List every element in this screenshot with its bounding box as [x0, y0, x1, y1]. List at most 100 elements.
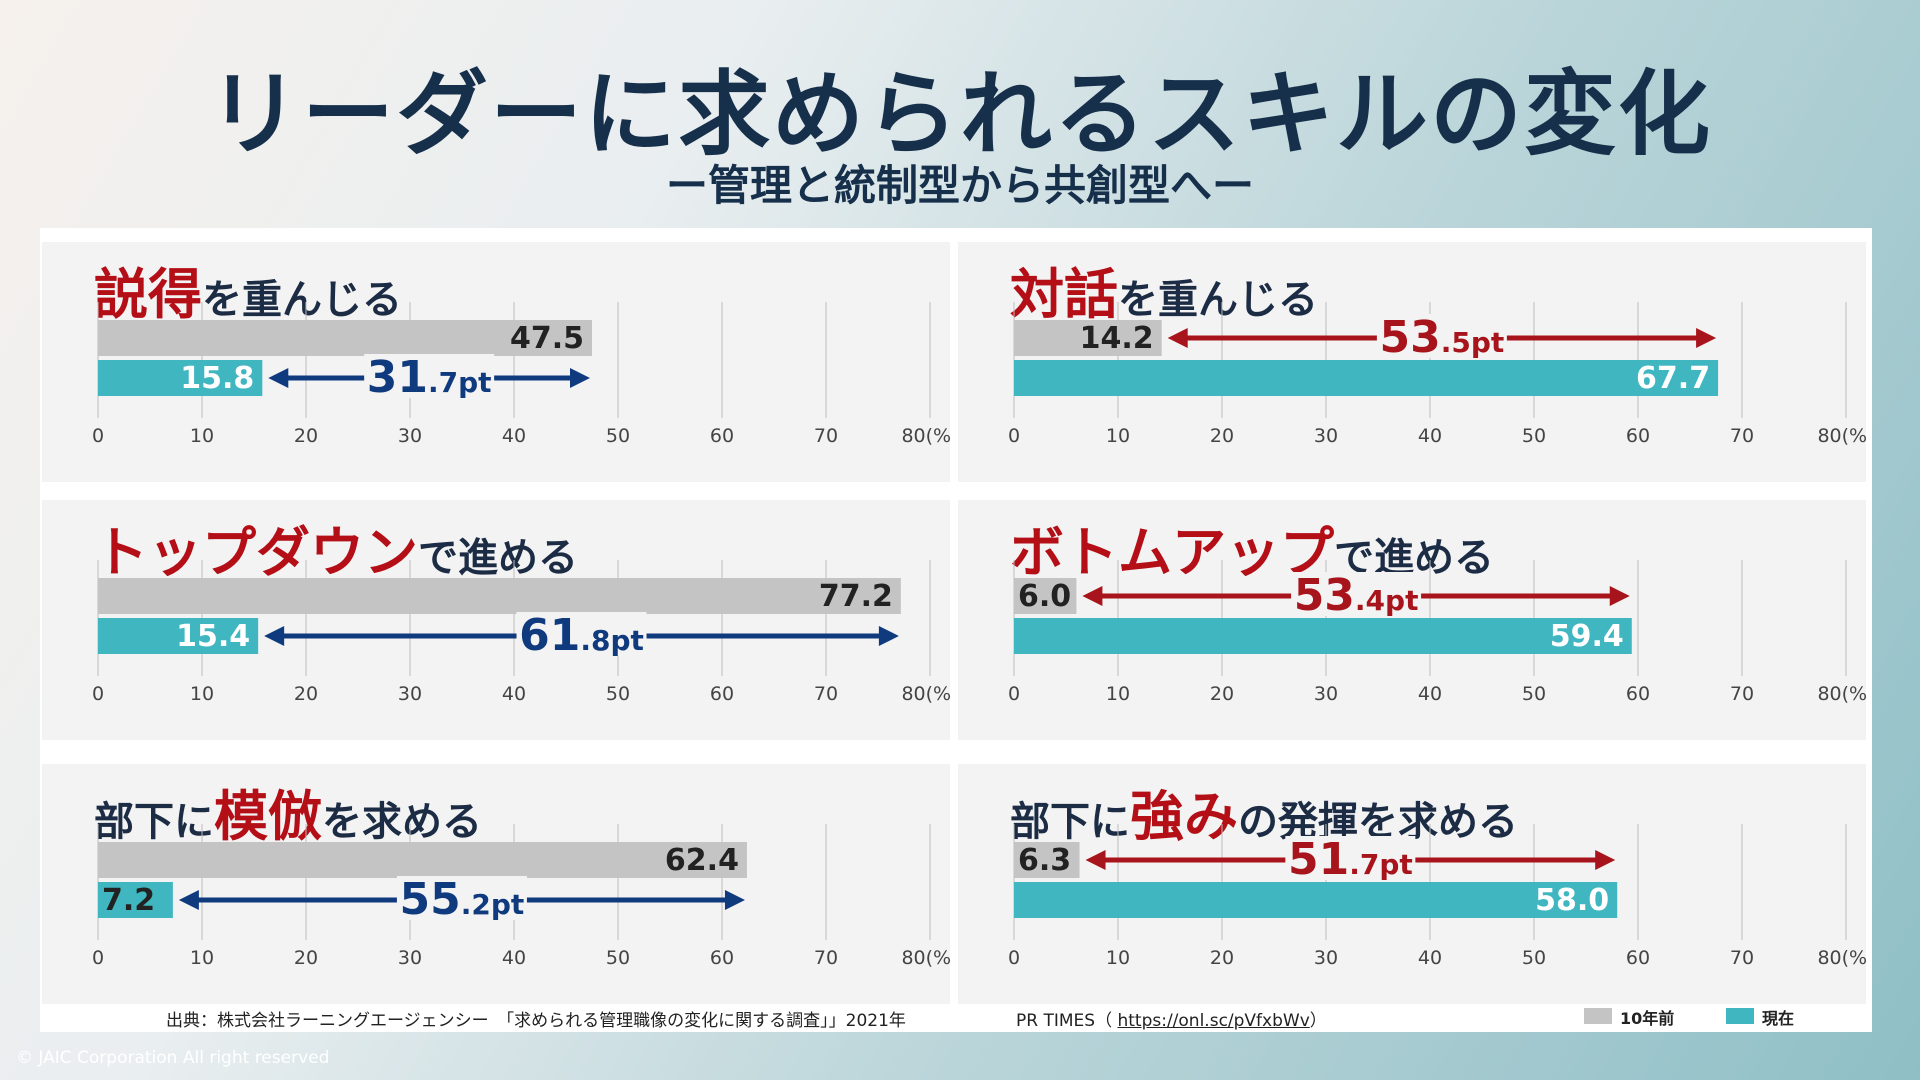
chart-heading: 対話を重んじる: [1010, 250, 1318, 329]
difference-label: 31.7pt: [367, 352, 492, 403]
tick-label: 10: [190, 683, 214, 705]
bar-current: [98, 618, 259, 654]
tick-label: 50: [606, 683, 630, 705]
difference-label: 55.2pt: [400, 874, 525, 925]
tick-label: 70: [1730, 947, 1754, 969]
pr-times-link[interactable]: https://onl.sc/pVfxbWv: [1117, 1011, 1310, 1031]
bar-chart-svg: 47.5 15.8 31.7pt 0 10 20 30 40 50 60 70 80(%): [92, 302, 950, 447]
difference-arrow-head-left: [1167, 328, 1188, 348]
difference-label-integer: 51: [1288, 834, 1349, 885]
data-label: 59.4: [1550, 619, 1624, 654]
tick-label: 20: [1210, 683, 1234, 705]
tick-label: 40: [1418, 425, 1442, 447]
tick-label: 30: [398, 947, 422, 969]
bar-prior: [1014, 320, 1162, 356]
tick-label: 80(%): [901, 947, 950, 969]
chart-bottom-up: ボトムアップで進める 6.0 59.4 53.4pt 0 10 20 30 40 50 60 70 8…: [958, 500, 1866, 740]
tick-label: 20: [294, 947, 318, 969]
difference-arrow-head-right: [570, 368, 590, 388]
tick-label: 40: [1418, 947, 1442, 969]
legend-swatch-prior: [1584, 1008, 1612, 1024]
tick-label: 60: [1626, 683, 1650, 705]
chart-persuasion: 説得を重んじる 47.5 15.8 31.7pt 0 10 20 30 40 50 60 70 80(…: [42, 242, 950, 482]
heading-highlight: ボトムアップ: [1010, 521, 1334, 584]
tick-label: 80(%): [901, 683, 950, 705]
tick-label: 70: [1730, 683, 1754, 705]
tick-label: 20: [294, 683, 318, 705]
pr-times-reference: PR TIMES（ https://onl.sc/pVfxbWv）: [1016, 1006, 1327, 1031]
tick-label: 10: [1106, 683, 1130, 705]
difference-label-integer: 55: [400, 874, 461, 925]
chart-heading: 部下に模倣を求める: [94, 772, 482, 851]
tick-label: 60: [710, 947, 734, 969]
tick-label: 60: [1626, 947, 1650, 969]
tick-label: 40: [502, 683, 526, 705]
tick-label: 50: [606, 425, 630, 447]
bar-current: [98, 360, 263, 396]
pr-prefix: PR TIMES（: [1016, 1011, 1118, 1031]
tick-label: 70: [814, 425, 838, 447]
tick-label: 40: [1418, 683, 1442, 705]
difference-arrow-head-right: [1609, 586, 1630, 606]
difference-label-integer: 53: [1379, 312, 1440, 363]
chart-dialogue: 対話を重んじる 14.2 67.7 53.5pt 0 10 20 30 40 50 60 70 80(…: [958, 242, 1866, 482]
bar-current: [98, 882, 173, 918]
tick-label: 10: [190, 947, 214, 969]
difference-arrow-head-left: [1085, 850, 1106, 870]
tick-label: 50: [606, 947, 630, 969]
tick-label: 30: [1314, 947, 1338, 969]
tick-label: 0: [92, 683, 104, 705]
difference-label-decimal: .7pt: [1349, 848, 1413, 881]
tick-label: 70: [1730, 425, 1754, 447]
difference-label-decimal: .8pt: [580, 624, 644, 657]
difference-label-bg: [1376, 314, 1507, 358]
bar-chart-svg: 6.0 59.4 53.4pt 0 10 20 30 40 50 60 70 80(%): [1008, 560, 1866, 705]
bar-prior: [98, 842, 747, 878]
heading-post: を重んじる: [202, 277, 402, 323]
bar-current: [1014, 360, 1719, 396]
tick-label: 60: [710, 425, 734, 447]
footer: 出典：株式会社ラーニングエージェンシー 「求められる管理職像の変化に関する調査」…: [40, 1000, 1872, 1032]
tick-label: 30: [398, 683, 422, 705]
tick-label: 50: [1522, 425, 1546, 447]
tick-label: 0: [92, 425, 104, 447]
tick-label: 0: [1008, 947, 1020, 969]
legend-swatch-current: [1726, 1008, 1754, 1024]
difference-label-bg: [396, 876, 527, 920]
bar-chart-svg: 6.3 58.0 51.7pt 0 10 20 30 40 50 60 70 80(%): [1008, 824, 1866, 969]
bar-prior: [98, 578, 901, 614]
data-label: 62.4: [665, 843, 739, 878]
difference-label: 61.8pt: [519, 610, 644, 661]
difference-arrow-head-left: [1082, 586, 1103, 606]
data-label: 7.2: [102, 883, 155, 918]
difference-label-integer: 53: [1294, 570, 1355, 621]
difference-label-decimal: .5pt: [1441, 326, 1505, 359]
data-label: 67.7: [1636, 361, 1710, 396]
slide-title: リーダーに求められるスキルの変化: [207, 61, 1712, 168]
difference-label-decimal: .2pt: [461, 888, 525, 921]
heading-pre: 部下に: [94, 799, 214, 845]
heading-highlight: 強み: [1130, 785, 1238, 848]
data-label: 6.3: [1018, 843, 1071, 878]
tick-label: 80(%): [1817, 947, 1866, 969]
tick-label: 80(%): [901, 425, 950, 447]
difference-label-bg: [516, 612, 647, 656]
bar-chart-svg: 77.2 15.4 61.8pt 0 10 20 30 40 50 60 70 80(%): [92, 560, 950, 705]
difference-arrow-head-right: [1696, 328, 1717, 348]
bar-chart-svg: 62.4 7.2 55.2pt 0 10 20 30 40 50 60 70 80(%): [92, 824, 950, 969]
heading-post: を重んじる: [1118, 277, 1318, 323]
tick-label: 70: [814, 683, 838, 705]
difference-label: 53.4pt: [1294, 570, 1419, 621]
tick-label: 0: [1008, 683, 1020, 705]
heading-post: で進める: [418, 535, 578, 581]
chart-heading: トップダウンで進める: [94, 508, 578, 587]
bar-prior: [98, 320, 592, 356]
difference-arrow-head-right: [724, 890, 745, 910]
difference-label-bg: [1285, 836, 1416, 880]
chart-imitation: 部下に模倣を求める 62.4 7.2 55.2pt 0 10 20 30 40 50 60 70 80…: [42, 764, 950, 1004]
charts-panel: 説得を重んじる 47.5 15.8 31.7pt 0 10 20 30 40 50 60 70 80(…: [40, 228, 1872, 1032]
tick-label: 50: [1522, 947, 1546, 969]
data-label: 14.2: [1080, 321, 1154, 356]
source-citation: 出典：株式会社ラーニングエージェンシー 「求められる管理職像の変化に関する調査」…: [166, 1011, 906, 1031]
bar-chart-svg: 14.2 67.7 53.5pt 0 10 20 30 40 50 60 70 80(%): [1008, 302, 1866, 447]
